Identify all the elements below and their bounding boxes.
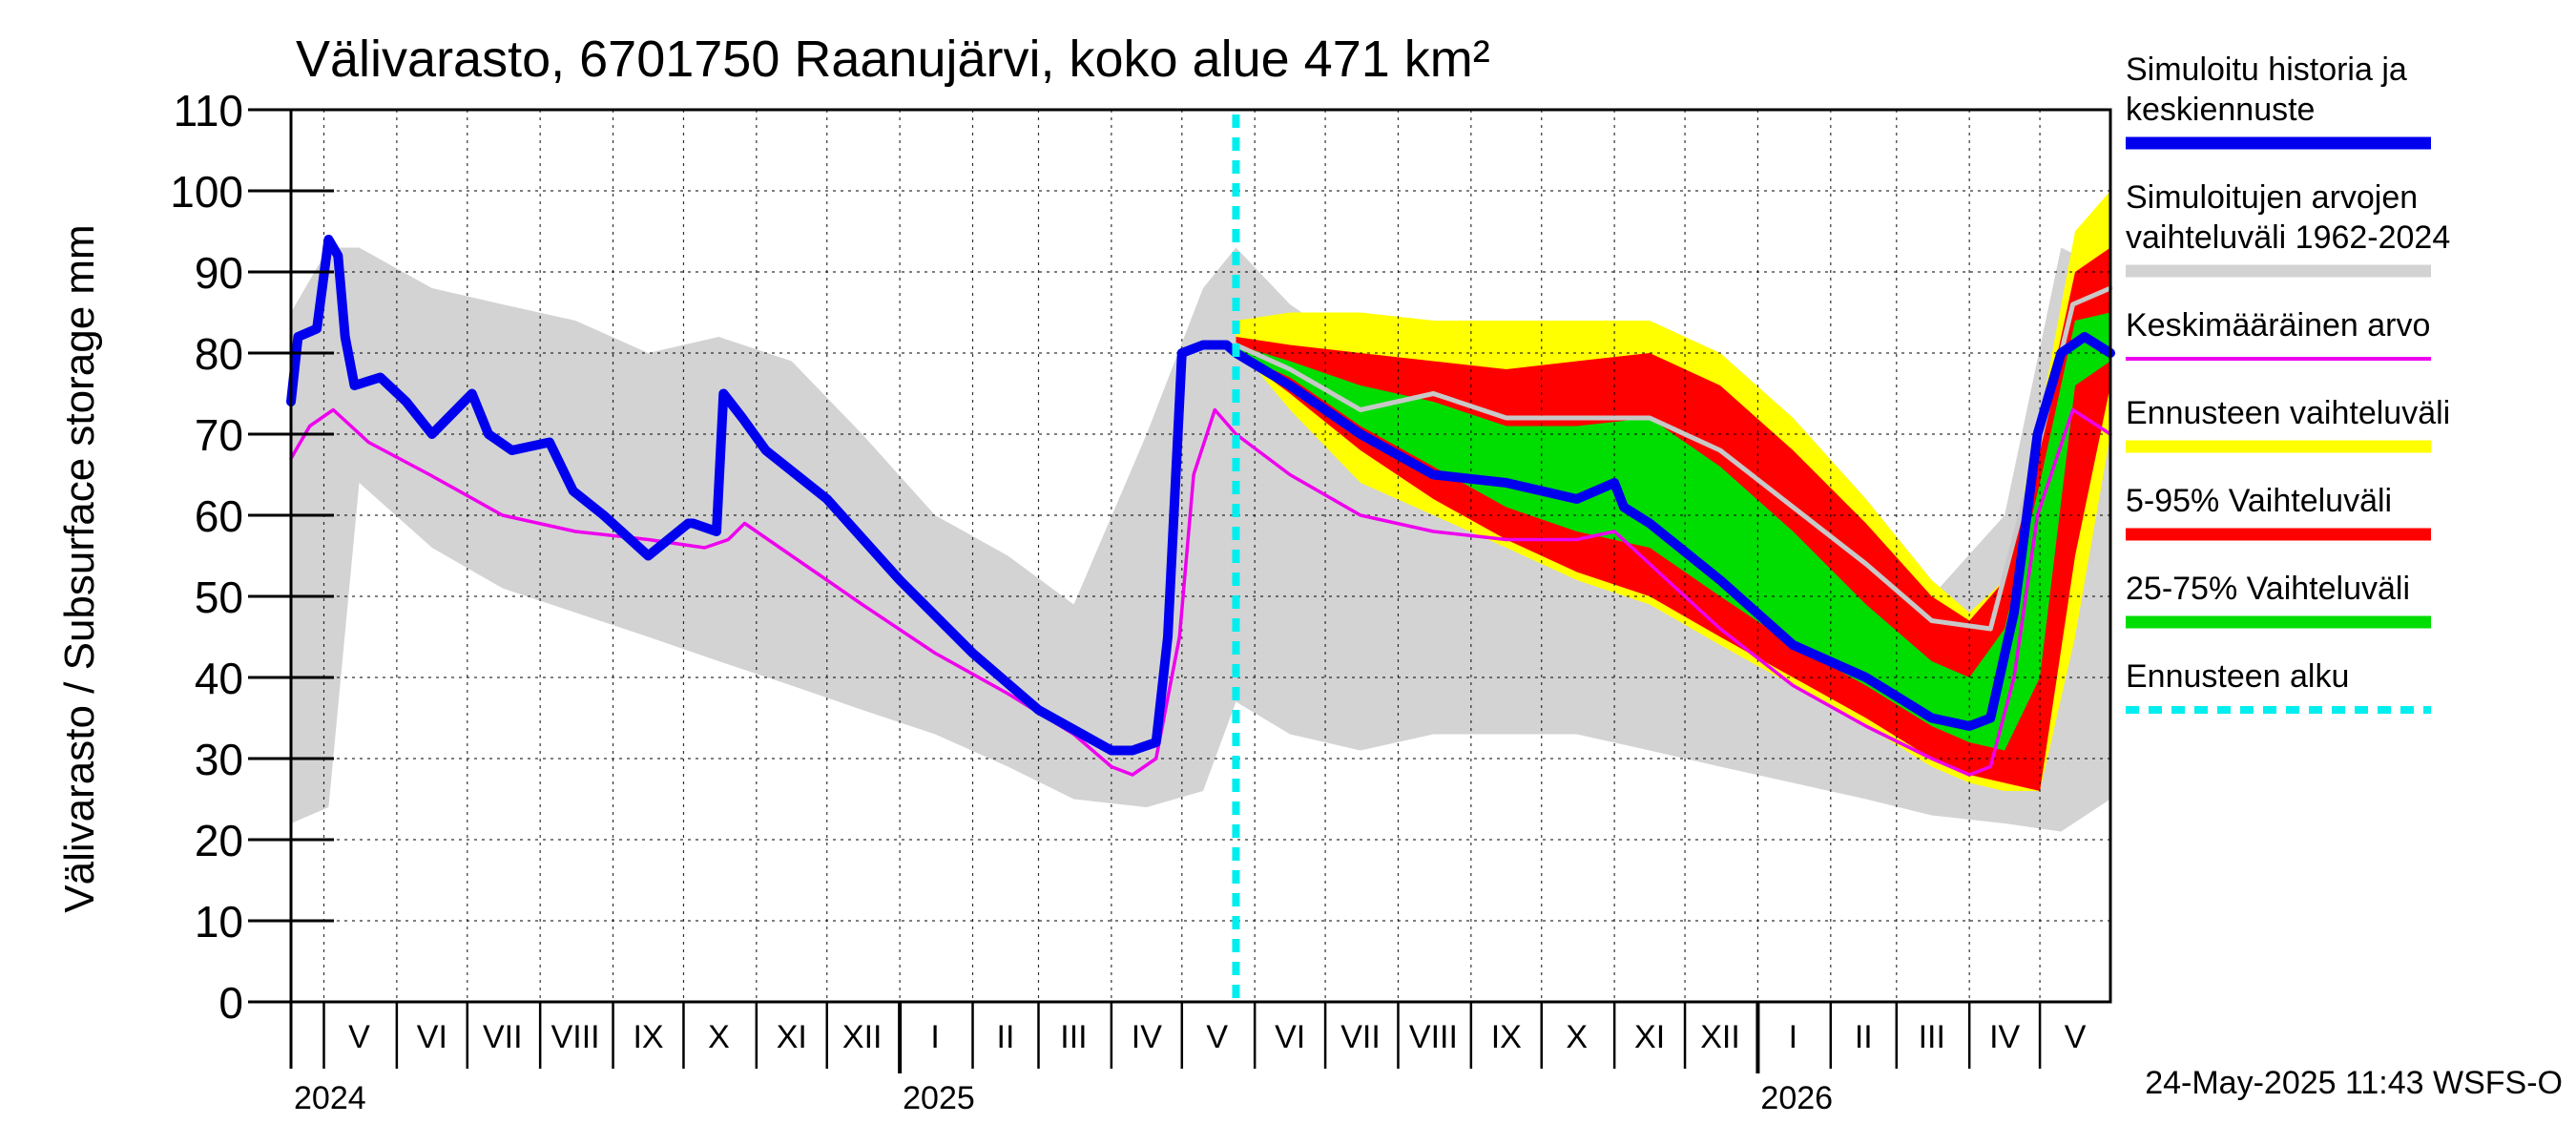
forecast-median-line bbox=[1234, 285, 2113, 632]
x-tick-label: VII bbox=[1340, 1019, 1381, 1055]
chart-title: Välivarasto, 6701750 Raanujärvi, koko al… bbox=[296, 31, 1490, 88]
y-tick-label: 90 bbox=[195, 248, 243, 298]
x-tick-label: XII bbox=[842, 1019, 883, 1055]
x-tick-label: III bbox=[1919, 1019, 1945, 1055]
legend-label-ennusteen-vaihteluv-li: Ennusteen vaihteluväli bbox=[2126, 395, 2450, 431]
x-tick-label: VII bbox=[483, 1019, 523, 1055]
legend-label-simuloitujen-arvojen-vaihteluv-li-1962-2024: vaihteluväli 1962-2024 bbox=[2126, 219, 2450, 256]
mean-line bbox=[289, 407, 2112, 777]
legend-label-5-95-vaihteluv-li: 5-95% Vaihteluväli bbox=[2126, 483, 2392, 519]
y-tick-label: 80 bbox=[195, 329, 243, 379]
x-year-label: 2025 bbox=[903, 1080, 975, 1116]
y-tick-label: 20 bbox=[195, 816, 243, 865]
x-tick-label: VIII bbox=[551, 1019, 600, 1055]
y-tick-label: 60 bbox=[195, 491, 243, 541]
x-tick-label: VI bbox=[417, 1019, 447, 1055]
y-tick-label: 30 bbox=[195, 735, 243, 784]
x-tick-label: VI bbox=[1275, 1019, 1305, 1055]
legend: Simuloitu historia ja keskiennuste Simuloi… bbox=[2126, 52, 2450, 714]
x-tick-label: IV bbox=[1989, 1019, 2020, 1055]
x-tick-label: III bbox=[1060, 1019, 1087, 1055]
x-tick-label: II bbox=[1855, 1019, 1873, 1055]
plot-area bbox=[286, 109, 2115, 1003]
legend-label-ennusteen-alku: Ennusteen alku bbox=[2126, 658, 2349, 695]
historical-range-band bbox=[291, 247, 2110, 832]
x-tick-label: XI bbox=[1634, 1019, 1665, 1055]
x-tick-label: II bbox=[997, 1019, 1015, 1055]
x-tick-label: XII bbox=[1700, 1019, 1740, 1055]
x-year-label: 2024 bbox=[294, 1080, 366, 1116]
simulated-line bbox=[286, 235, 2115, 756]
x-tick-label: V bbox=[2065, 1019, 2087, 1055]
y-tick-label: 10 bbox=[195, 897, 243, 947]
y-tick-label: 0 bbox=[218, 978, 243, 1028]
y-tick-label: 100 bbox=[170, 167, 243, 217]
x-tick-label: IV bbox=[1132, 1019, 1162, 1055]
legend-label-simuloitu-historia-ja-keskiennuste: Simuloitu historia ja bbox=[2126, 52, 2407, 88]
x-tick-label: I bbox=[930, 1019, 939, 1055]
x-tick-label: XI bbox=[777, 1019, 807, 1055]
y-axis-label: Välivarasto / Subsurface storage mm bbox=[56, 224, 103, 912]
legend-label-keskim-r-inen-arvo: Keskimääräinen arvo bbox=[2126, 307, 2430, 344]
x-tick-label: V bbox=[348, 1019, 370, 1055]
x-tick-label: IX bbox=[1491, 1019, 1522, 1055]
x-tick-label: V bbox=[1206, 1019, 1228, 1055]
y-tick-label: 40 bbox=[195, 654, 243, 703]
legend-label-simuloitujen-arvojen-vaihteluv-li-1962-2024: Simuloitujen arvojen bbox=[2126, 179, 2418, 216]
timestamp: 24-May-2025 11:43 WSFS-O bbox=[2145, 1065, 2563, 1101]
x-tick-label: VIII bbox=[1409, 1019, 1458, 1055]
x-tick-label: IX bbox=[633, 1019, 663, 1055]
y-tick-label: 110 bbox=[174, 86, 243, 135]
y-tick-label: 70 bbox=[195, 410, 243, 460]
x-tick-label: X bbox=[1566, 1019, 1588, 1055]
y-tick-label: 50 bbox=[195, 572, 243, 622]
x-tick-label: I bbox=[1789, 1019, 1797, 1055]
x-tick-label: X bbox=[708, 1019, 730, 1055]
x-year-label: 2026 bbox=[1760, 1080, 1833, 1116]
p25-75-band bbox=[1236, 312, 2110, 751]
legend-label-simuloitu-historia-ja-keskiennuste: keskiennuste bbox=[2126, 92, 2315, 128]
legend-label-25-75-vaihteluv-li: 25-75% Vaihteluväli bbox=[2126, 571, 2410, 607]
